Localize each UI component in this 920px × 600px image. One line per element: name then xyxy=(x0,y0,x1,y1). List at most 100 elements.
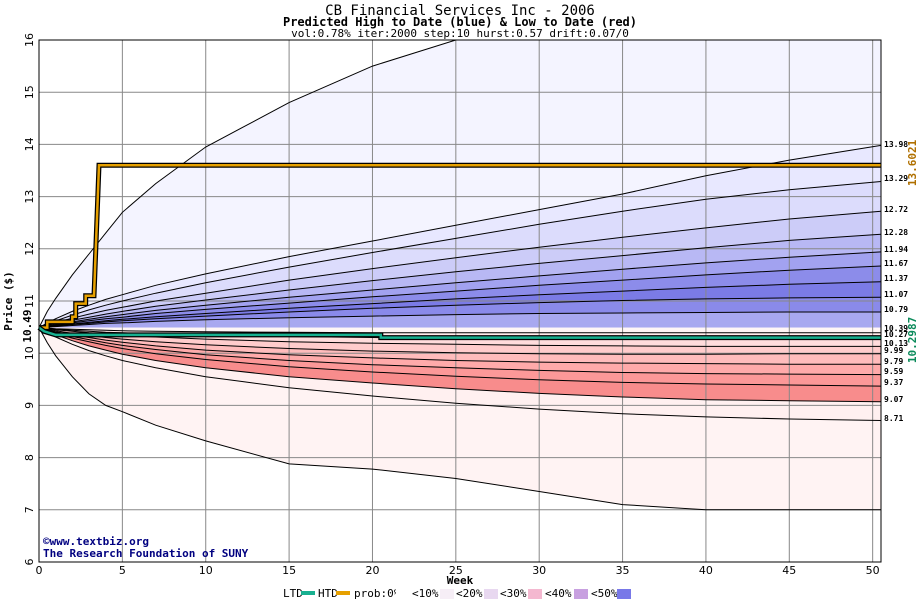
series-line-high-9 xyxy=(38,296,882,329)
high-band-2 xyxy=(39,145,881,328)
low-band-3 xyxy=(39,327,881,347)
end-label-high-8: 11.37 xyxy=(884,274,908,283)
series-line-low-8 xyxy=(38,327,882,403)
end-label-low-6: 9.59 xyxy=(884,367,903,376)
series-line-low-1 xyxy=(38,327,881,334)
x-axis-label: Week xyxy=(447,574,474,587)
probability-bands xyxy=(39,40,881,510)
series-line-high-10 xyxy=(38,311,881,329)
y-tick-label: 8 xyxy=(23,454,36,461)
x-tick-label: 40 xyxy=(699,564,713,577)
chart-title: CB Financial Services Inc - 2006 xyxy=(325,3,595,19)
series-line-high-3 xyxy=(38,181,882,329)
low-band-9 xyxy=(39,327,881,421)
end-label-low-4: 9.99 xyxy=(884,346,903,355)
high-band-7 xyxy=(39,266,881,328)
legend-htd-swatch xyxy=(336,591,350,595)
high-band-5 xyxy=(39,234,881,328)
start-price-label: 10.49 xyxy=(21,309,34,342)
chart-subtitle: Predicted High to Date (blue) & Low to D… xyxy=(283,15,637,29)
ltd-value-label: 10.2987 xyxy=(906,317,919,363)
legend-p30-swatch xyxy=(528,589,542,599)
high-band-10 xyxy=(39,312,881,328)
y-tick-label: 16 xyxy=(23,33,36,47)
plot-frame xyxy=(38,39,882,563)
end-label-low-9: 8.71 xyxy=(884,414,903,423)
end-label-low-3: 10.13 xyxy=(884,339,908,348)
end-label-low-2: 10.27 xyxy=(884,330,908,339)
low-band-10 xyxy=(39,327,881,510)
y-tick-label: 13 xyxy=(23,190,36,204)
legend-p40-swatch xyxy=(574,589,588,599)
end-label-low-8: 9.07 xyxy=(884,395,903,404)
htd-line xyxy=(39,163,881,329)
high-band-9 xyxy=(39,297,881,328)
legend: LTD HTD prob:0% <10% <20% <30% <40% <50% xyxy=(283,587,631,600)
series-line-low-3 xyxy=(38,327,881,347)
y-tick-label: 11 xyxy=(23,294,36,308)
end-label-high-9: 11.07 xyxy=(884,290,908,299)
high-band-6 xyxy=(39,251,881,328)
y-tick-label: 14 xyxy=(23,137,36,151)
end-label-high-5: 12.28 xyxy=(884,228,908,237)
end-label-high-7: 11.67 xyxy=(884,259,908,268)
legend-p50-label: <50% xyxy=(591,587,618,600)
series-line-low-9 xyxy=(38,327,882,421)
legend-prob0-swatch xyxy=(396,589,410,599)
low-band-6 xyxy=(39,327,881,375)
high-band-1 xyxy=(39,40,881,328)
low-band-8 xyxy=(39,327,881,402)
x-tick-label: 30 xyxy=(532,564,546,577)
end-label-high-3: 13.29 xyxy=(884,174,908,183)
end-label-high-2: 13.98 xyxy=(884,140,908,149)
legend-prob0-label: prob:0% xyxy=(354,587,401,600)
series-line-low-10 xyxy=(38,327,881,511)
y-axis-label: Price ($) xyxy=(2,271,15,331)
x-tick-label: 5 xyxy=(119,564,126,577)
y-tick-label: 12 xyxy=(23,242,36,256)
y-tick-label: 10 xyxy=(23,346,36,360)
legend-p10-label: <10% xyxy=(412,587,439,600)
x-tick-label: 50 xyxy=(866,564,880,577)
low-band-1 xyxy=(39,327,881,333)
legend-p30-label: <30% xyxy=(500,587,527,600)
series-lines xyxy=(37,39,882,511)
end-label-low-1: 10.39 xyxy=(884,324,908,333)
credit-org: The Research Foundation of SUNY xyxy=(43,547,249,560)
high-band-3 xyxy=(39,181,881,328)
legend-htd-label: HTD xyxy=(318,587,338,600)
end-label-high-4: 12.72 xyxy=(884,205,908,214)
x-tick-label: 15 xyxy=(282,564,296,577)
legend-p20-swatch xyxy=(484,589,498,599)
x-tick-label: 10 xyxy=(199,564,213,577)
x-tick-label: 45 xyxy=(782,564,796,577)
low-band-4 xyxy=(39,327,881,355)
low-band-5 xyxy=(39,327,881,365)
x-tick-label: 25 xyxy=(449,564,463,577)
end-labels: 13.98 13.29 12.72 12.28 11.94 11.67 11.37 11.07… xyxy=(884,140,908,423)
htd-value-label: 13.6021 xyxy=(906,139,919,186)
high-band-4 xyxy=(39,211,881,328)
series-line-high-8 xyxy=(38,281,882,329)
legend-p10-swatch xyxy=(440,589,454,599)
y-tick-label: 7 xyxy=(23,506,36,513)
credit-website: ©www.textbiz.org xyxy=(43,535,149,548)
tick-labels: 0 5 10 15 20 25 30 35 40 45 50 6 7 8 9 10 11 12 13 14 15 16 xyxy=(23,33,880,577)
legend-p50-swatch xyxy=(617,589,631,599)
legend-p20-label: <20% xyxy=(456,587,483,600)
end-label-high-6: 11.94 xyxy=(884,245,908,254)
low-band-7 xyxy=(39,327,881,387)
end-label-high-10: 10.79 xyxy=(884,305,908,314)
chart-params: vol:0.78% iter:2000 step:10 hurst:0.57 d… xyxy=(291,27,629,40)
y-tick-label: 6 xyxy=(23,559,36,566)
end-label-low-7: 9.37 xyxy=(884,378,903,387)
x-tick-label: 35 xyxy=(616,564,630,577)
end-label-low-5: 9.79 xyxy=(884,357,903,366)
ltd-line xyxy=(38,326,881,339)
x-tick-label: 0 xyxy=(36,564,43,577)
series-line-high-2 xyxy=(38,144,882,329)
y-tick-label: 15 xyxy=(23,85,36,99)
x-tick-label: 20 xyxy=(365,564,379,577)
